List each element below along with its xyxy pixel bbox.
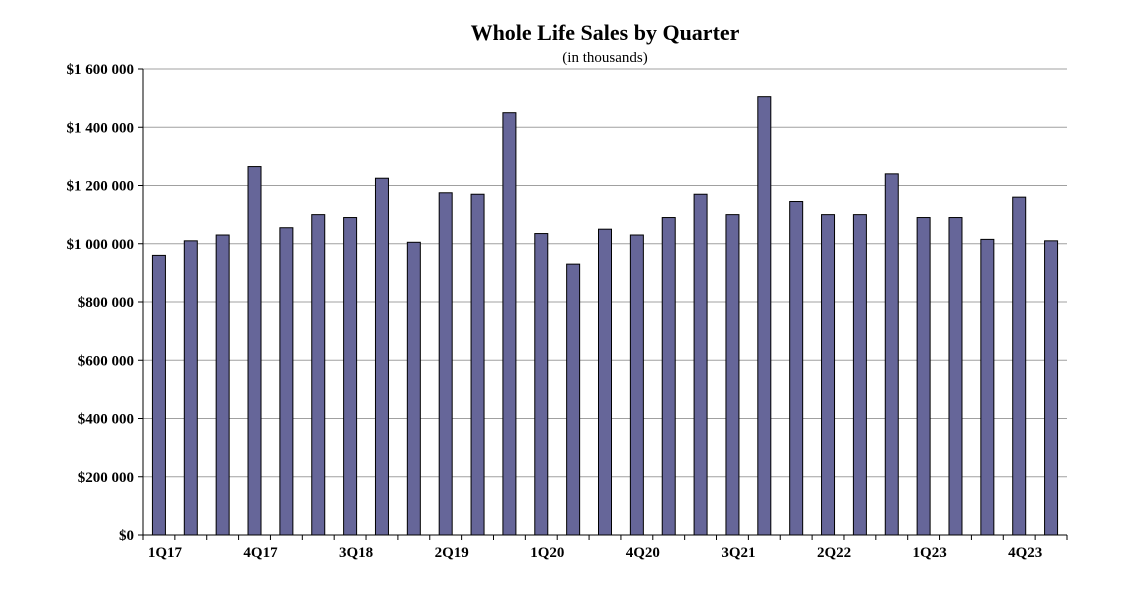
chart-title: Whole Life Sales by Quarter	[470, 20, 740, 45]
bar-2Q22	[821, 214, 836, 536]
y-tick-label: $200 000	[78, 470, 134, 486]
bar-3Q21	[725, 214, 740, 536]
bar-1Q19	[406, 241, 421, 536]
y-tick-label: $800 000	[78, 295, 134, 311]
bar-1Q18	[279, 227, 294, 536]
bar-2Q21	[693, 193, 708, 536]
x-tick-label: 1Q17	[148, 545, 183, 561]
bar-4Q20	[629, 234, 644, 536]
y-tick-label: $1 400 000	[67, 120, 135, 136]
bar-2Q19	[438, 192, 453, 536]
x-tick-label: 4Q20	[626, 545, 660, 561]
y-tick-label: $1 200 000	[67, 179, 135, 195]
y-tick-label: $1 600 000	[67, 62, 135, 78]
bar-4Q17	[247, 166, 262, 536]
bar-1Q22	[789, 201, 804, 536]
bar-3Q17	[215, 234, 230, 536]
bar-1Q24	[1044, 240, 1059, 536]
bar-1Q21	[661, 217, 676, 536]
bar-1Q23	[916, 217, 931, 536]
bar-1Q17	[151, 254, 166, 536]
bar-4Q18	[374, 177, 389, 536]
x-tick-label: 2Q19	[435, 545, 469, 561]
bar-3Q20	[598, 228, 612, 536]
x-tick-label: 1Q23	[913, 545, 947, 561]
x-tick-label: 1Q20	[530, 545, 564, 561]
y-tick-label: $400 000	[78, 412, 134, 428]
bar-2Q20	[566, 263, 581, 536]
y-tick-label: $1 000 000	[67, 237, 135, 253]
bar-4Q22	[884, 173, 899, 536]
bar-4Q21	[757, 96, 772, 536]
bar-3Q18	[343, 217, 358, 536]
bar-2Q23	[948, 217, 963, 536]
x-tick-label: 4Q23	[1008, 545, 1042, 561]
bar-2Q18	[311, 214, 326, 536]
bar-1Q20	[534, 233, 549, 536]
chart-subtitle: (in thousands)	[562, 50, 648, 66]
y-tick-label: $0	[119, 528, 134, 544]
bar-3Q23	[980, 238, 995, 536]
bar-3Q22	[852, 214, 867, 536]
bar-2Q17	[183, 240, 198, 536]
bar-4Q19	[502, 112, 517, 536]
bar-4Q23	[1012, 196, 1027, 536]
x-tick-label: 3Q21	[721, 545, 755, 561]
x-tick-label: 2Q22	[817, 545, 851, 561]
bar-3Q19	[470, 193, 485, 536]
x-tick-label: 4Q17	[243, 545, 278, 561]
y-tick-label: $600 000	[78, 353, 134, 369]
x-tick-label: 3Q18	[339, 545, 373, 561]
